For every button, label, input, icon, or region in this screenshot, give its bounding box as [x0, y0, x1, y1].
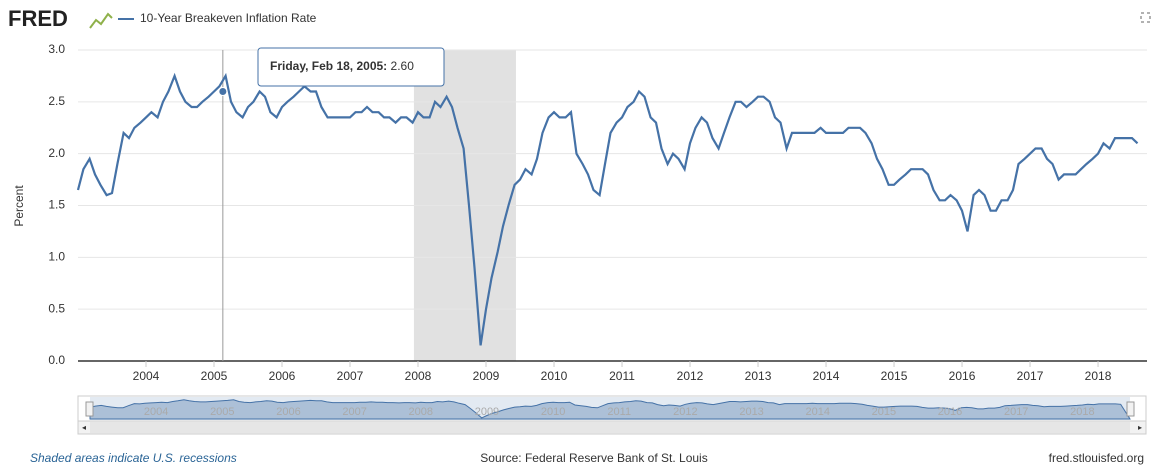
tooltip-value: 2.60 — [391, 59, 415, 73]
x-tick-label: 2006 — [269, 369, 296, 383]
tooltip-label: Friday, Feb 18, 2005: — [270, 59, 387, 73]
navigator-tick-label: 2005 — [210, 406, 234, 418]
scroll-right-arrow[interactable]: ▸ — [1138, 423, 1142, 432]
navigator-area — [89, 399, 1131, 420]
x-tick-label: 2012 — [677, 369, 704, 383]
navigator-handle-right — [1126, 401, 1135, 417]
navigator-tick-label: 2014 — [805, 406, 829, 418]
navigator-tick-label: 2006 — [276, 406, 300, 418]
tooltip-text: Friday, Feb 18, 2005: 2.60 — [270, 59, 414, 73]
recession-note[interactable]: Shaded areas indicate U.S. recessions — [30, 451, 237, 465]
navigator-tick-label: 2007 — [342, 406, 366, 418]
x-tick-label: 2009 — [473, 369, 500, 383]
brand-logo[interactable]: FRED — [8, 6, 68, 31]
x-tick-label: 2016 — [949, 369, 976, 383]
navigator-tick-label: 2009 — [475, 406, 499, 418]
site[interactable]: fred.stlouisfed.org — [1049, 451, 1144, 465]
y-axis-label: Percent — [12, 185, 26, 227]
scrollbar-thumb[interactable] — [90, 422, 1130, 433]
x-tick-label: 2014 — [813, 369, 840, 383]
x-tick-label: 2017 — [1017, 369, 1044, 383]
navigator-tick-label: 2015 — [872, 406, 896, 418]
navigator-tick-label: 2017 — [1004, 406, 1028, 418]
scroll-left-arrow[interactable]: ◂ — [82, 423, 86, 432]
tooltip: Friday, Feb 18, 2005: 2.60 — [257, 47, 445, 87]
y-tick-label: 1.5 — [48, 198, 65, 212]
navigator-tick-label: 2018 — [1070, 406, 1094, 418]
x-tick-label: 2011 — [609, 369, 635, 383]
y-tick-label: 0.5 — [48, 301, 65, 315]
x-tick-label: 2004 — [133, 369, 160, 383]
navigator-tick-label: 2013 — [739, 406, 763, 418]
y-tick-label: 1.0 — [48, 250, 65, 264]
data-line — [76, 72, 1139, 346]
x-tick-label: 2007 — [337, 369, 364, 383]
x-tick-label: 2018 — [1085, 369, 1112, 383]
source: Source: Federal Reserve Bank of St. Loui… — [480, 451, 707, 465]
y-tick-label: 3.0 — [48, 42, 65, 56]
x-tick-label: 2013 — [745, 369, 772, 383]
logo-icon — [89, 12, 113, 29]
x-tick-label: 2015 — [881, 369, 908, 383]
tooltip-point — [218, 86, 228, 96]
navigator-tick-label: 2010 — [541, 406, 565, 418]
y-tick-label: 2.5 — [48, 94, 65, 108]
navigator-tick-label: 2004 — [144, 406, 168, 418]
x-tick-label: 2010 — [541, 369, 568, 383]
navigator-tick-label: 2016 — [938, 406, 962, 418]
navigator-tick-label: 2008 — [409, 406, 433, 418]
tooltip-box — [257, 47, 445, 87]
fullscreen-icon[interactable] — [1140, 12, 1151, 23]
navigator-content: 2004 2005 2006 2007 2008 2009 2010 2011 2012 2013… — [85, 397, 1135, 420]
x-tick-label: 2005 — [201, 369, 228, 383]
navigator-tick-label: 2012 — [673, 406, 697, 418]
legend-label: 10-Year Breakeven Inflation Rate — [140, 11, 317, 25]
navigator[interactable] — [77, 395, 1147, 422]
navigator-tick-label: 2011 — [607, 406, 631, 418]
plot-area: 0.0 0.5 1.0 1.5 2.0 2.5 3.0 2004 2005 2006 2007 200… — [48, 42, 1147, 383]
y-tick-label: 0.0 — [48, 353, 65, 367]
y-tick-label: 2.0 — [48, 146, 65, 160]
navigator-handle-left — [85, 401, 94, 417]
x-tick-label: 2008 — [405, 369, 432, 383]
